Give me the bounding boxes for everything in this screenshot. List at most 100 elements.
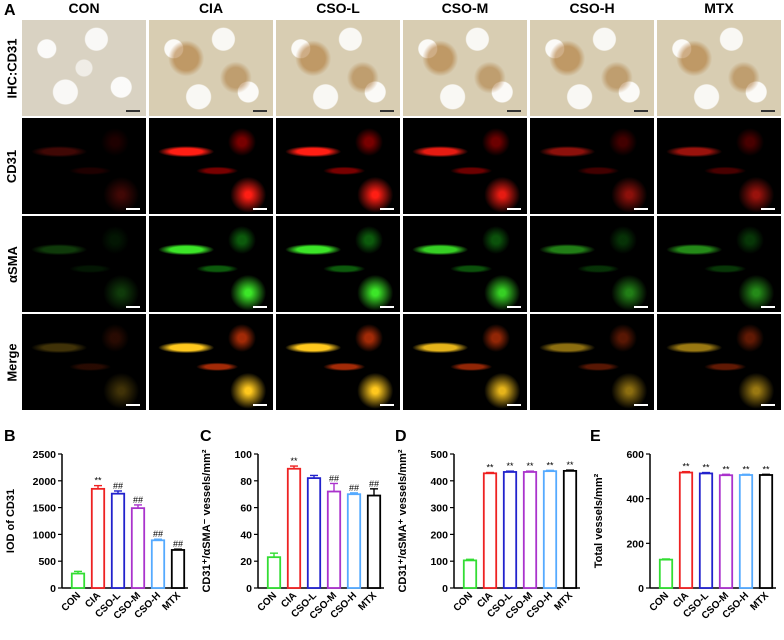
scale-bar	[634, 306, 648, 308]
scale-bar	[380, 404, 394, 406]
scale-bar	[507, 306, 521, 308]
x-tick-label: MTX	[552, 590, 575, 613]
scale-bar	[253, 208, 267, 210]
scale-bar	[634, 208, 648, 210]
bar-mtx	[758, 474, 774, 589]
scale-bar	[380, 110, 394, 112]
significance-mark: ##	[153, 529, 163, 539]
row-label-asma: αSMA	[2, 216, 22, 312]
scale-bar	[253, 306, 267, 308]
significance-mark: **	[94, 476, 102, 486]
micrograph-asma-mtx	[657, 216, 781, 312]
scale-bar	[634, 404, 648, 406]
significance-mark: ##	[113, 481, 123, 491]
chart-cd31-asma-pos: CD31⁺/αSMA⁺ vessels/mm² 0 100 200 300 400 500 C…	[397, 449, 580, 622]
column-header-cso-l: CSO-L	[316, 0, 360, 16]
bar-cia	[286, 467, 302, 589]
scale-bar	[507, 110, 521, 112]
micrograph-asma-cso-m	[403, 216, 527, 312]
bar-con	[266, 556, 282, 589]
y-tick-label: 100	[234, 449, 252, 461]
micrograph-asma-con	[22, 216, 146, 312]
significance-mark: **	[546, 460, 554, 470]
y-tick-label: 300	[430, 503, 448, 515]
chart-cd31-asma-neg: CD31⁺/αSMA⁻ vessels/mm² 0 20 40 60 80 100 CON **…	[201, 449, 384, 622]
micrograph-cd31-cia	[149, 118, 273, 214]
panel-letter-d: D	[395, 428, 407, 445]
bar-cia	[678, 471, 694, 589]
bar-cso-m	[522, 471, 538, 589]
y-tick-label: 40	[240, 529, 252, 541]
bar-cso-l	[502, 471, 518, 589]
y-axis-label: CD31⁺/αSMA⁻ vessels/mm²	[201, 449, 213, 592]
y-tick-label: 60	[240, 503, 252, 515]
significance-mark: **	[486, 462, 494, 472]
column-header-cia: CIA	[198, 0, 224, 16]
chart-iod-cd31: IOD of CD3105001000150020002500CON**CIA#…	[5, 449, 188, 622]
y-tick-label: 200	[430, 529, 448, 541]
bar-cso-h	[346, 493, 362, 589]
row-label-cd31-text: CD31	[4, 149, 20, 183]
bar-con	[70, 572, 86, 589]
x-tick-label: MTX	[356, 590, 379, 613]
x-tick-label: CON	[648, 590, 672, 614]
y-axis-label: IOD of CD31	[5, 489, 17, 553]
row-label-asma-text: αSMA	[4, 245, 20, 283]
y-tick-label: 0	[246, 583, 252, 595]
micrograph-ihc-cso-l	[276, 20, 400, 116]
bar-cia	[482, 472, 498, 589]
scale-bar	[126, 110, 140, 112]
significance-mark: **	[526, 461, 534, 471]
scale-bar	[761, 208, 775, 210]
row-label-merge-text: Merge	[4, 342, 20, 382]
scale-bar	[507, 208, 521, 210]
scale-bar	[126, 208, 140, 210]
micrograph-merge-mtx	[657, 314, 781, 410]
scale-bar	[126, 404, 140, 406]
y-tick-label: 500	[430, 449, 448, 461]
significance-mark: **	[566, 460, 574, 470]
scale-bar	[380, 208, 394, 210]
bar-mtx	[366, 494, 382, 589]
x-tick-label: CON	[452, 590, 476, 614]
micrograph-cd31-mtx	[657, 118, 781, 214]
x-tick-label: CON	[60, 590, 84, 614]
row-label-ihc-text: IHC:CD31	[4, 38, 20, 98]
bar-cso-l	[698, 472, 714, 589]
y-tick-label: 500	[38, 556, 56, 568]
significance-mark: **	[702, 463, 710, 473]
x-tick-label: MTX	[160, 590, 183, 613]
micrograph-merge-cso-h	[530, 314, 654, 410]
bar-cso-m	[326, 490, 342, 589]
y-tick-label: 200	[626, 538, 644, 550]
y-tick-label: 400	[430, 476, 448, 488]
scale-bar	[634, 110, 648, 112]
scale-bar	[253, 404, 267, 406]
micrograph-merge-cia	[149, 314, 273, 410]
micrograph-merge-con	[22, 314, 146, 410]
micrograph-ihc-cso-h	[530, 20, 654, 116]
significance-mark: **	[762, 464, 770, 474]
y-axis-label: Total vessels/mm²	[593, 473, 605, 568]
column-header-con: CON	[68, 0, 100, 16]
scale-bar	[761, 306, 775, 308]
bar-cso-l	[306, 477, 322, 589]
micrograph-ihc-cso-m	[403, 20, 527, 116]
micrograph-cd31-cso-h	[530, 118, 654, 214]
significance-mark: **	[682, 462, 690, 472]
column-header-cso-m: CSO-M	[441, 0, 489, 16]
y-tick-label: 600	[626, 449, 644, 461]
y-tick-label: 20	[240, 556, 252, 568]
significance-mark: **	[742, 464, 750, 474]
micrograph-asma-cso-l	[276, 216, 400, 312]
significance-mark: **	[722, 464, 730, 474]
y-tick-label: 0	[442, 583, 448, 595]
panel-letter-b: B	[4, 428, 16, 445]
row-label-cd31: CD31	[2, 118, 22, 214]
y-tick-label: 0	[638, 583, 644, 595]
scale-bar	[507, 404, 521, 406]
chart-total-vessels: Total vessels/mm²0200400600CON**CIA**CSO…	[593, 449, 776, 622]
significance-mark: **	[506, 461, 514, 471]
micrograph-ihc-mtx	[657, 20, 781, 116]
panel-letter-c: C	[200, 428, 212, 445]
